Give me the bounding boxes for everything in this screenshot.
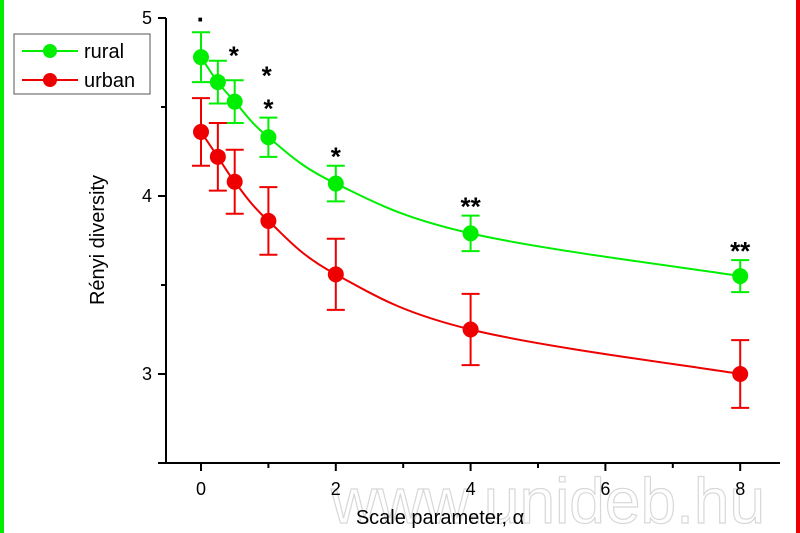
significance-mark: * — [262, 60, 273, 90]
right-frame-bar — [796, 0, 800, 533]
legend-box — [13, 33, 151, 95]
data-point-rural — [260, 129, 277, 146]
data-point-rural — [193, 49, 209, 66]
legend-marker-rural — [43, 44, 57, 58]
data-point-rural — [226, 93, 243, 110]
data-point-urban — [226, 173, 243, 190]
y-tick-label: 4 — [142, 186, 152, 206]
significance-mark: · — [197, 4, 206, 34]
data-point-urban — [209, 148, 226, 165]
data-point-urban — [732, 366, 749, 382]
data-point-rural — [462, 225, 479, 242]
data-point-urban — [462, 321, 479, 338]
legend-label-rural: rural — [84, 41, 124, 63]
data-point-rural — [732, 268, 749, 285]
data-point-urban — [327, 266, 344, 283]
watermark: www.unideb.hu — [330, 465, 765, 533]
x-tick-label: 8 — [735, 479, 745, 499]
y-tick-label: 5 — [142, 8, 152, 28]
left-frame-bar — [0, 0, 4, 533]
x-tick-label: 4 — [466, 479, 476, 499]
axes: 3 4 5 0 2 4 6 8 — [142, 8, 780, 499]
significance-mark: ** — [460, 192, 481, 222]
data-point-rural — [209, 74, 226, 91]
data-points — [192, 31, 750, 409]
y-axis-title: Rényi diversity — [87, 175, 109, 305]
significance-mark: * — [229, 41, 240, 71]
data-point-urban — [193, 123, 209, 140]
legend-label-urban: urban — [84, 70, 135, 92]
significance-mark: * — [263, 94, 274, 124]
data-point-urban — [260, 212, 277, 229]
x-tick-label: 6 — [600, 479, 610, 499]
data-point-rural — [327, 175, 344, 192]
legend: rural urban — [13, 33, 151, 95]
significance-mark: ** — [730, 236, 751, 266]
x-tick-label: 0 — [196, 479, 206, 499]
significance-annotations: ·******** — [197, 4, 752, 266]
significance-mark: * — [331, 142, 342, 172]
y-tick-label: 3 — [142, 364, 152, 384]
legend-marker-urban — [43, 73, 57, 87]
x-axis-title: Scale parameter, α — [356, 507, 524, 529]
x-tick-label: 2 — [331, 479, 341, 499]
